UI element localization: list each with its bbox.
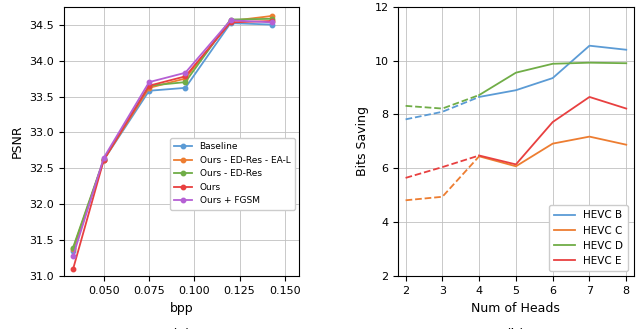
HEVC D: [623, 61, 630, 65]
HEVC B: [586, 44, 593, 48]
HEVC E: [549, 120, 557, 124]
Legend: Baseline, Ours - ED-Res - EA-L, Ours - ED-Res, Ours, Ours + FGSM: Baseline, Ours - ED-Res - EA-L, Ours - E…: [170, 138, 295, 210]
HEVC D: [512, 71, 520, 75]
Ours + FGSM: [69, 254, 77, 258]
Baseline: [268, 23, 276, 27]
HEVC C: [586, 135, 593, 139]
HEVC E: [476, 154, 483, 158]
Baseline: [227, 21, 234, 25]
Ours + FGSM: [182, 71, 189, 75]
Baseline: [145, 89, 153, 93]
Y-axis label: PSNR: PSNR: [11, 125, 24, 158]
HEVC E: [623, 107, 630, 111]
Baseline: [182, 86, 189, 90]
Line: HEVC D: HEVC D: [479, 63, 627, 95]
Ours - ED-Res - EA-L: [69, 247, 77, 251]
Ours - ED-Res - EA-L: [145, 86, 153, 90]
HEVC E: [586, 95, 593, 99]
X-axis label: Num of Heads: Num of Heads: [472, 302, 561, 315]
Y-axis label: Bits Saving: Bits Saving: [356, 107, 369, 176]
Ours + FGSM: [227, 18, 234, 22]
Line: Ours - ED-Res: Ours - ED-Res: [71, 16, 275, 250]
X-axis label: bpp: bpp: [170, 302, 193, 315]
Line: Baseline: Baseline: [71, 21, 275, 253]
HEVC B: [476, 95, 483, 99]
Line: HEVC B: HEVC B: [479, 46, 627, 97]
Ours + FGSM: [100, 156, 108, 160]
Ours - ED-Res - EA-L: [268, 14, 276, 18]
Ours + FGSM: [145, 80, 153, 84]
Ours - ED-Res - EA-L: [100, 158, 108, 162]
Ours: [182, 74, 189, 78]
HEVC E: [512, 163, 520, 166]
Line: Ours + FGSM: Ours + FGSM: [71, 18, 275, 259]
Ours + FGSM: [268, 20, 276, 24]
Text: (b): (b): [506, 328, 526, 329]
Ours - ED-Res: [145, 84, 153, 88]
HEVC C: [512, 164, 520, 168]
HEVC B: [549, 76, 557, 80]
Ours - ED-Res: [227, 17, 234, 21]
HEVC B: [512, 88, 520, 92]
Baseline: [100, 158, 108, 162]
Ours: [69, 267, 77, 271]
Line: HEVC E: HEVC E: [479, 97, 627, 164]
Baseline: [69, 249, 77, 253]
Ours - ED-Res: [100, 157, 108, 161]
HEVC D: [549, 62, 557, 66]
Line: HEVC C: HEVC C: [479, 137, 627, 166]
Ours - ED-Res - EA-L: [227, 19, 234, 23]
Ours - ED-Res: [268, 17, 276, 21]
HEVC C: [549, 142, 557, 146]
Legend: HEVC B, HEVC C, HEVC D, HEVC E: HEVC B, HEVC C, HEVC D, HEVC E: [549, 205, 628, 271]
Ours: [100, 158, 108, 162]
Ours: [145, 84, 153, 88]
Line: Ours - ED-Res - EA-L: Ours - ED-Res - EA-L: [71, 14, 275, 251]
Text: (a): (a): [172, 328, 191, 329]
Ours: [227, 20, 234, 24]
HEVC C: [476, 154, 483, 158]
Ours - ED-Res - EA-L: [182, 77, 189, 81]
Ours - ED-Res: [182, 80, 189, 84]
Ours - ED-Res: [69, 246, 77, 250]
HEVC D: [586, 61, 593, 65]
Line: Ours: Ours: [71, 19, 275, 271]
Ours: [268, 19, 276, 23]
HEVC D: [476, 93, 483, 97]
HEVC C: [623, 143, 630, 147]
HEVC B: [623, 48, 630, 52]
